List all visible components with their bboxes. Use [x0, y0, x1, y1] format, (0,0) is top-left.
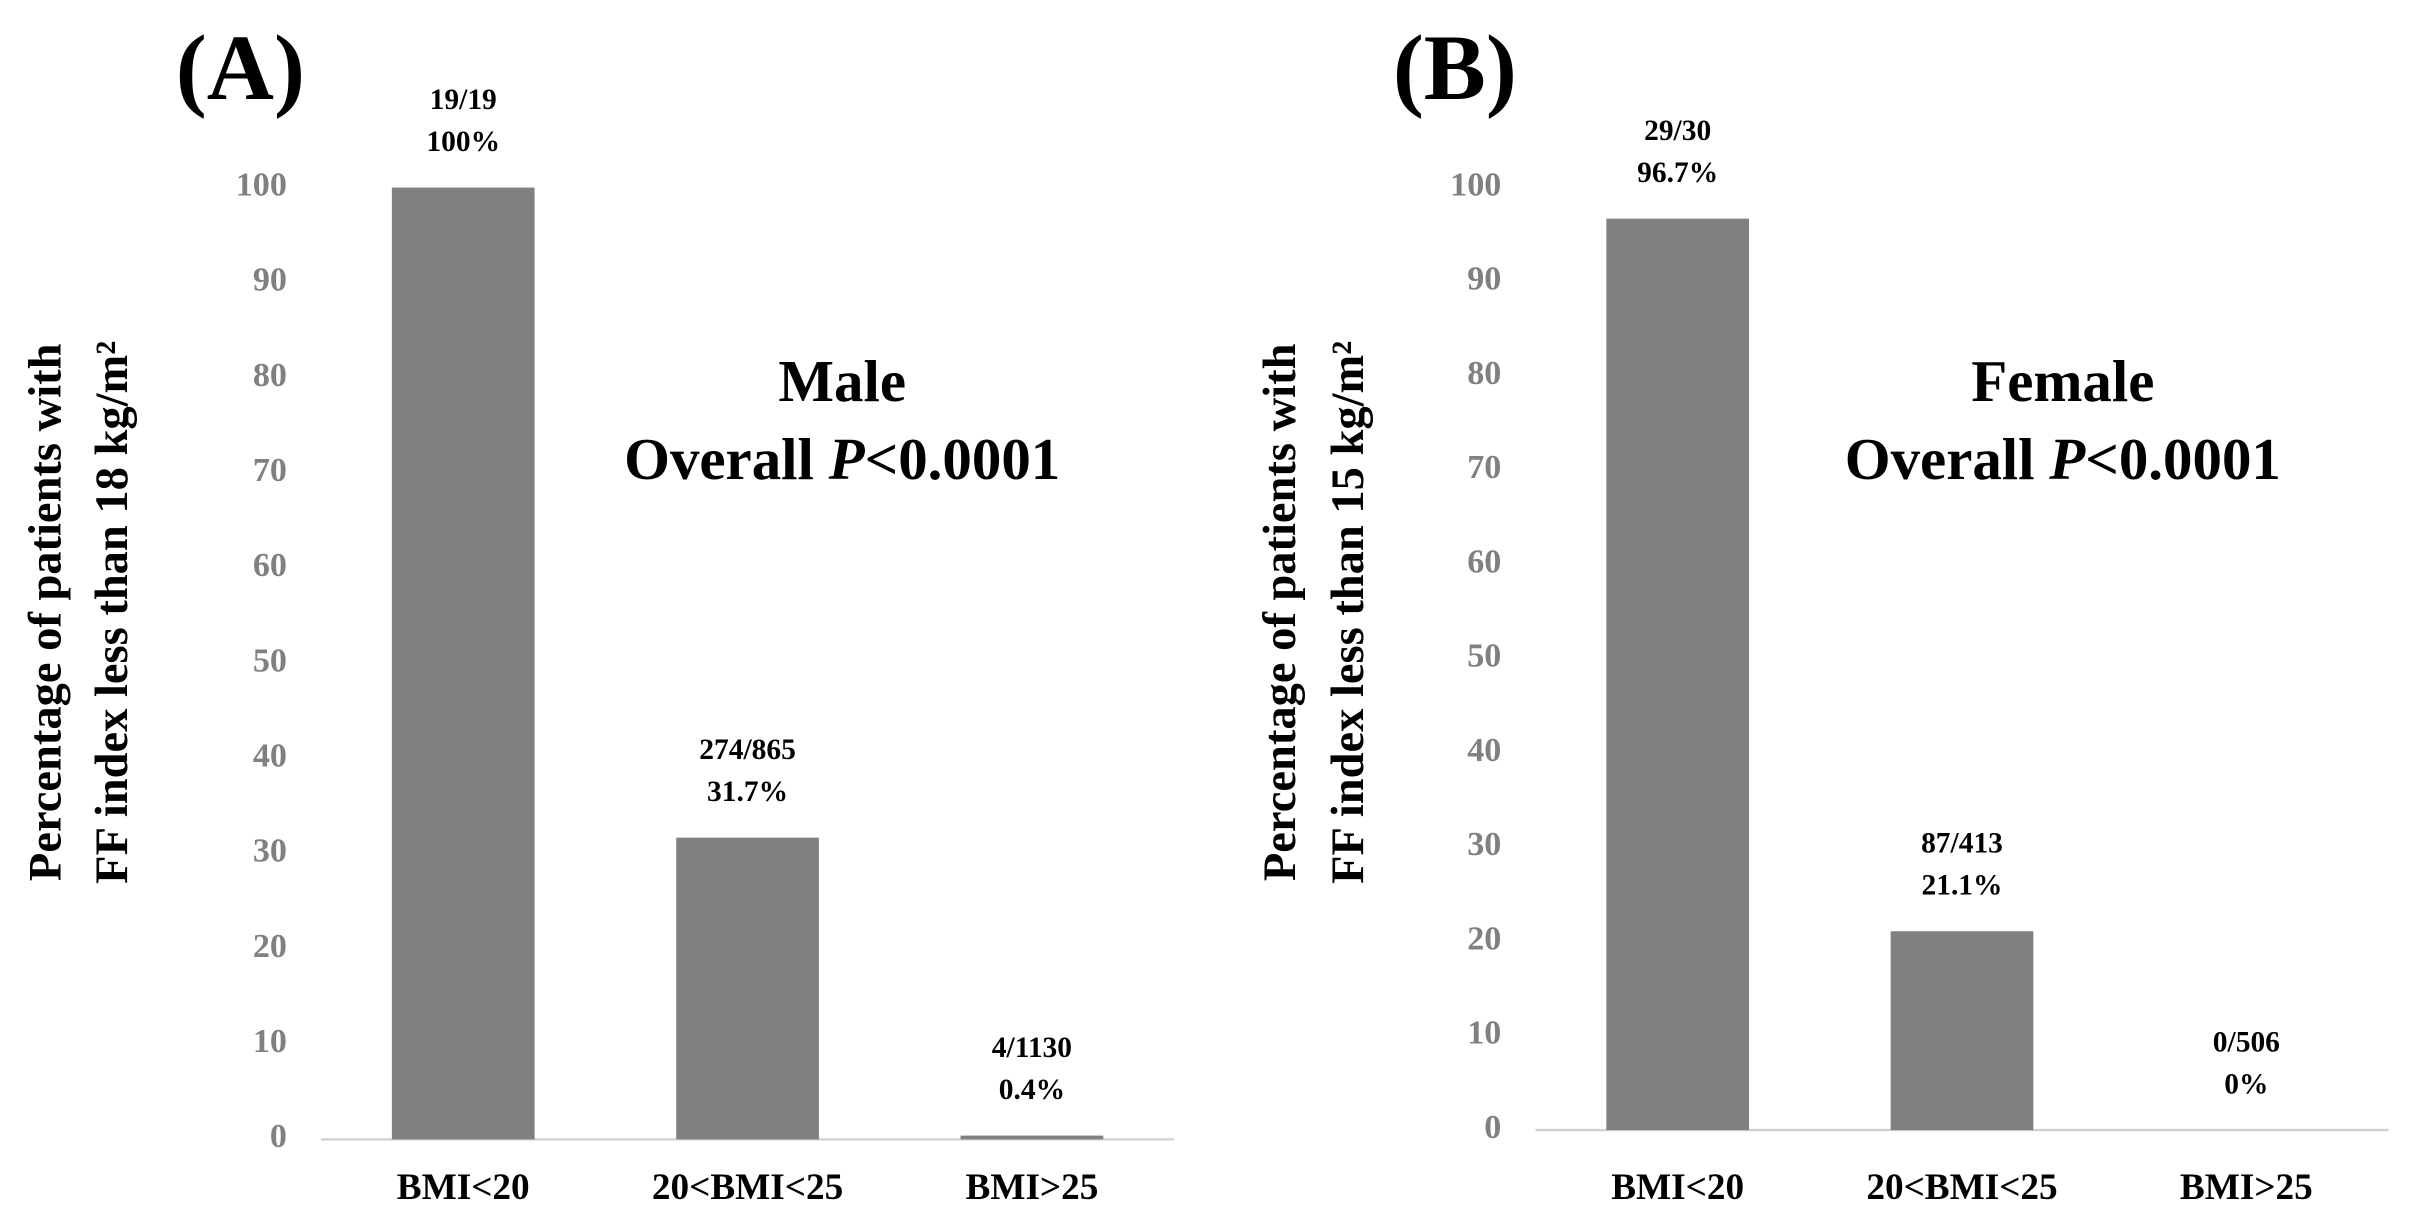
panel-label: (A) [176, 17, 305, 120]
p-value-part: <0.0001 [865, 426, 1061, 492]
p-value-part: Overall [1845, 426, 2050, 492]
y-axis-title: Percentage of patients with [1255, 343, 1306, 881]
x-tick-label: 20<BMI<25 [1866, 1167, 2057, 1208]
panel-label: (B) [1393, 17, 1517, 120]
y-tick-label: 10 [253, 1023, 287, 1060]
value-label: 100% [426, 126, 500, 158]
y-axis-title: FF index less than 15 kg/m² [1323, 341, 1374, 884]
p-value-part: Overall [624, 426, 829, 492]
value-label: 96.7% [1637, 157, 1718, 189]
y-axis-title: Percentage of patients with [20, 343, 71, 881]
y-tick-label: 10 [1467, 1015, 1501, 1052]
bar [391, 187, 535, 1140]
y-tick-label: 100 [236, 166, 287, 203]
y-tick-label: 60 [253, 547, 287, 584]
bar [960, 1135, 1104, 1140]
p-value-part: P [2048, 426, 2086, 492]
value-label: 31.7% [707, 776, 788, 808]
y-tick-label: 90 [253, 262, 287, 299]
annotation: Female [1971, 348, 2154, 414]
y-tick-label: 70 [1467, 449, 1501, 486]
y-tick-label: 30 [1467, 826, 1501, 863]
x-tick-label: 20<BMI<25 [652, 1167, 843, 1208]
y-tick-label: 70 [253, 452, 287, 489]
y-tick-label: 30 [253, 833, 287, 870]
p-value-part: <0.0001 [2085, 426, 2281, 492]
y-tick-label: 40 [253, 737, 287, 774]
y-tick-label: 40 [1467, 732, 1501, 769]
value-label: 21.1% [1921, 870, 2002, 902]
y-tick-label: 0 [270, 1118, 287, 1155]
annotation: Male [778, 348, 906, 414]
x-tick-label: BMI<20 [397, 1167, 530, 1208]
y-tick-label: 20 [253, 928, 287, 965]
x-tick-label: BMI>25 [2180, 1167, 2313, 1208]
value-label: 0.4% [999, 1074, 1065, 1106]
value-label: 0% [2224, 1068, 2268, 1100]
y-tick-label: 50 [253, 642, 287, 679]
fraction-label: 4/1130 [992, 1032, 1072, 1064]
bar [1890, 931, 2034, 1131]
p-value: Overall P<0.0001 [1845, 426, 2281, 492]
x-tick-label: BMI<20 [1611, 1167, 1744, 1208]
x-tick-label: BMI>25 [966, 1167, 1099, 1208]
y-tick-label: 100 [1450, 166, 1501, 203]
p-value: Overall P<0.0001 [624, 426, 1060, 492]
bar [676, 837, 819, 1140]
y-tick-label: 60 [1467, 543, 1501, 580]
fraction-label: 29/30 [1644, 115, 1711, 147]
y-tick-label: 20 [1467, 920, 1501, 957]
fraction-label: 274/865 [699, 734, 796, 766]
y-tick-label: 80 [1467, 355, 1501, 392]
y-tick-label: 50 [1467, 638, 1501, 675]
fraction-label: 19/19 [430, 84, 497, 116]
fraction-label: 0/506 [2213, 1027, 2280, 1059]
y-axis-title: FF index less than 18 kg/m² [87, 341, 138, 884]
y-tick-label: 80 [253, 357, 287, 394]
bar [1606, 218, 1750, 1131]
fraction-label: 87/413 [1921, 828, 2003, 860]
p-value-part: P [828, 426, 866, 492]
y-tick-label: 0 [1484, 1109, 1501, 1146]
y-tick-label: 90 [1467, 261, 1501, 298]
